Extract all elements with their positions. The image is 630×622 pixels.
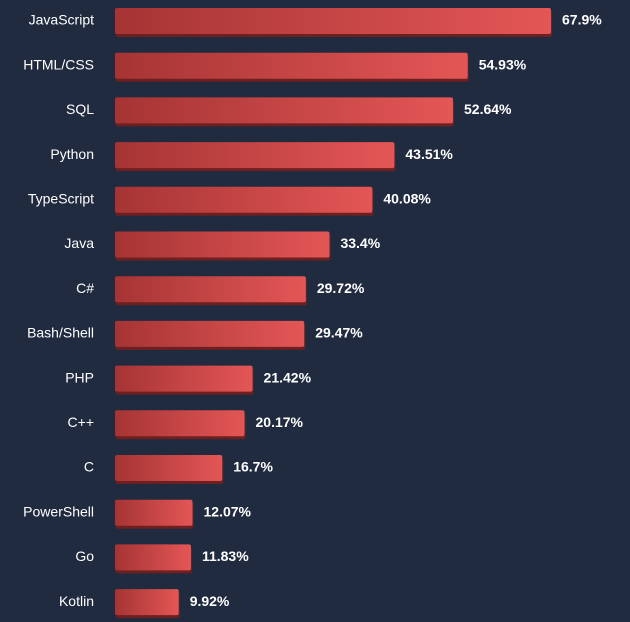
category-label: Kotlin: [59, 593, 94, 609]
value-label: 11.83%: [202, 548, 249, 564]
value-label: 29.47%: [315, 325, 363, 341]
bar-c: [115, 455, 223, 481]
value-label: 21.42%: [264, 369, 312, 385]
category-label: PHP: [65, 369, 94, 385]
bar-php: [115, 365, 253, 392]
value-label: 20.17%: [256, 414, 304, 430]
value-label: 52.64%: [464, 101, 512, 117]
category-label: TypeScript: [28, 191, 94, 207]
bar-java: [115, 231, 330, 258]
value-label: 29.72%: [317, 280, 365, 296]
value-label: 43.51%: [405, 146, 453, 162]
bars-layer: JavaScript 67.9% HTML/CSS 54.93% SQL 52.64% Py…: [23, 8, 602, 619]
value-label: 9.92%: [190, 593, 230, 609]
value-label: 12.07%: [204, 503, 252, 519]
value-label: 54.93%: [479, 56, 527, 72]
category-label: C#: [76, 280, 94, 296]
category-label: PowerShell: [23, 503, 94, 519]
category-label: Python: [50, 146, 94, 162]
category-label: JavaScript: [29, 12, 94, 28]
bar-typescript: [115, 186, 373, 213]
category-label: Bash/Shell: [27, 325, 94, 341]
bar-python: [115, 142, 395, 169]
category-label: C++: [68, 414, 94, 430]
bar-go: [115, 544, 191, 571]
value-label: 67.9%: [562, 12, 602, 28]
bar-c: [115, 276, 306, 303]
category-label: HTML/CSS: [23, 56, 94, 72]
bar-powershell: [115, 499, 193, 526]
category-label: Go: [75, 548, 94, 564]
value-label: 16.7%: [233, 459, 273, 475]
bar-c: [115, 410, 245, 437]
bar-bash-shell: [115, 320, 305, 347]
bar-sql: [115, 97, 454, 124]
value-label: 40.08%: [383, 191, 431, 207]
category-label: Java: [64, 235, 94, 251]
category-label: C: [84, 459, 94, 475]
bar-javascript: [115, 8, 551, 34]
category-label: SQL: [66, 101, 94, 117]
bar-kotlin: [115, 589, 179, 616]
value-label: 33.4%: [340, 235, 380, 251]
bar-html-css: [115, 52, 468, 79]
